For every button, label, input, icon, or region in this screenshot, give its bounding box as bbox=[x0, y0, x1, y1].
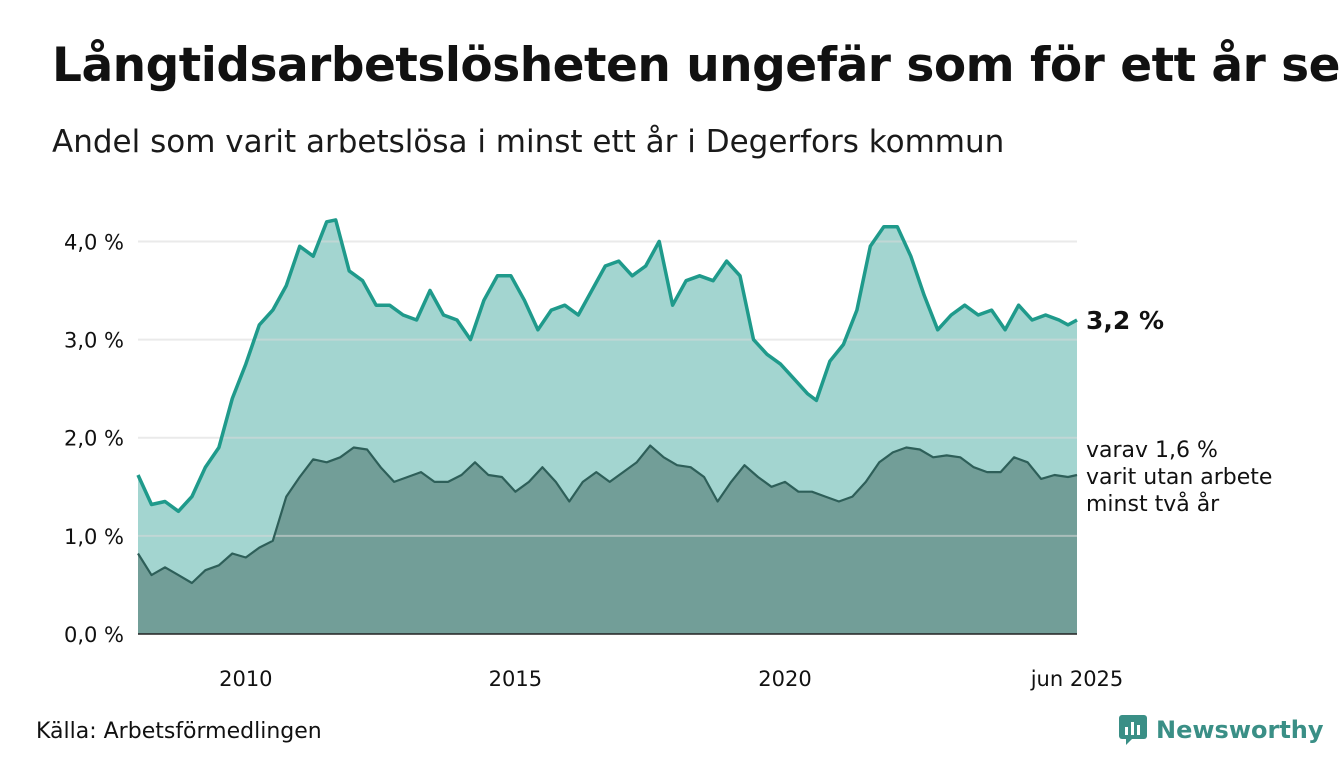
newsworthy-icon bbox=[1119, 715, 1147, 745]
brand-name: Newsworthy bbox=[1156, 716, 1324, 744]
sub-series-line bbox=[137, 444, 1078, 585]
y-tick-label: 3,0 % bbox=[64, 329, 124, 353]
main-series-end-label: 3,2 % bbox=[1086, 306, 1164, 335]
x-tick-label: 2020 bbox=[758, 667, 811, 691]
newsworthy-logo: Newsworthy bbox=[1118, 714, 1324, 746]
x-tick-label: jun 2025 bbox=[1030, 667, 1124, 691]
y-tick-label: 1,0 % bbox=[64, 525, 124, 549]
sub-series-area bbox=[138, 445, 1077, 634]
x-tick-label: 2015 bbox=[489, 667, 542, 691]
sub-series-end-label: varit utan arbete bbox=[1086, 465, 1272, 490]
chart-title: Långtidsarbetslösheten ungefär som för e… bbox=[52, 38, 1340, 93]
sub-series-end-label: minst två år bbox=[1086, 491, 1220, 517]
y-tick-label: 0,0 % bbox=[64, 623, 124, 647]
x-tick-label: 2010 bbox=[219, 667, 272, 691]
source-note: Källa: Arbetsförmedlingen bbox=[36, 719, 322, 744]
main-series-line bbox=[136, 218, 1078, 514]
sub-series-end-label: varav 1,6 % bbox=[1086, 438, 1218, 463]
y-tick-label: 4,0 % bbox=[64, 230, 124, 254]
chart-subtitle: Andel som varit arbetslösa i minst ett å… bbox=[52, 124, 1005, 160]
y-tick-label: 2,0 % bbox=[64, 427, 124, 451]
